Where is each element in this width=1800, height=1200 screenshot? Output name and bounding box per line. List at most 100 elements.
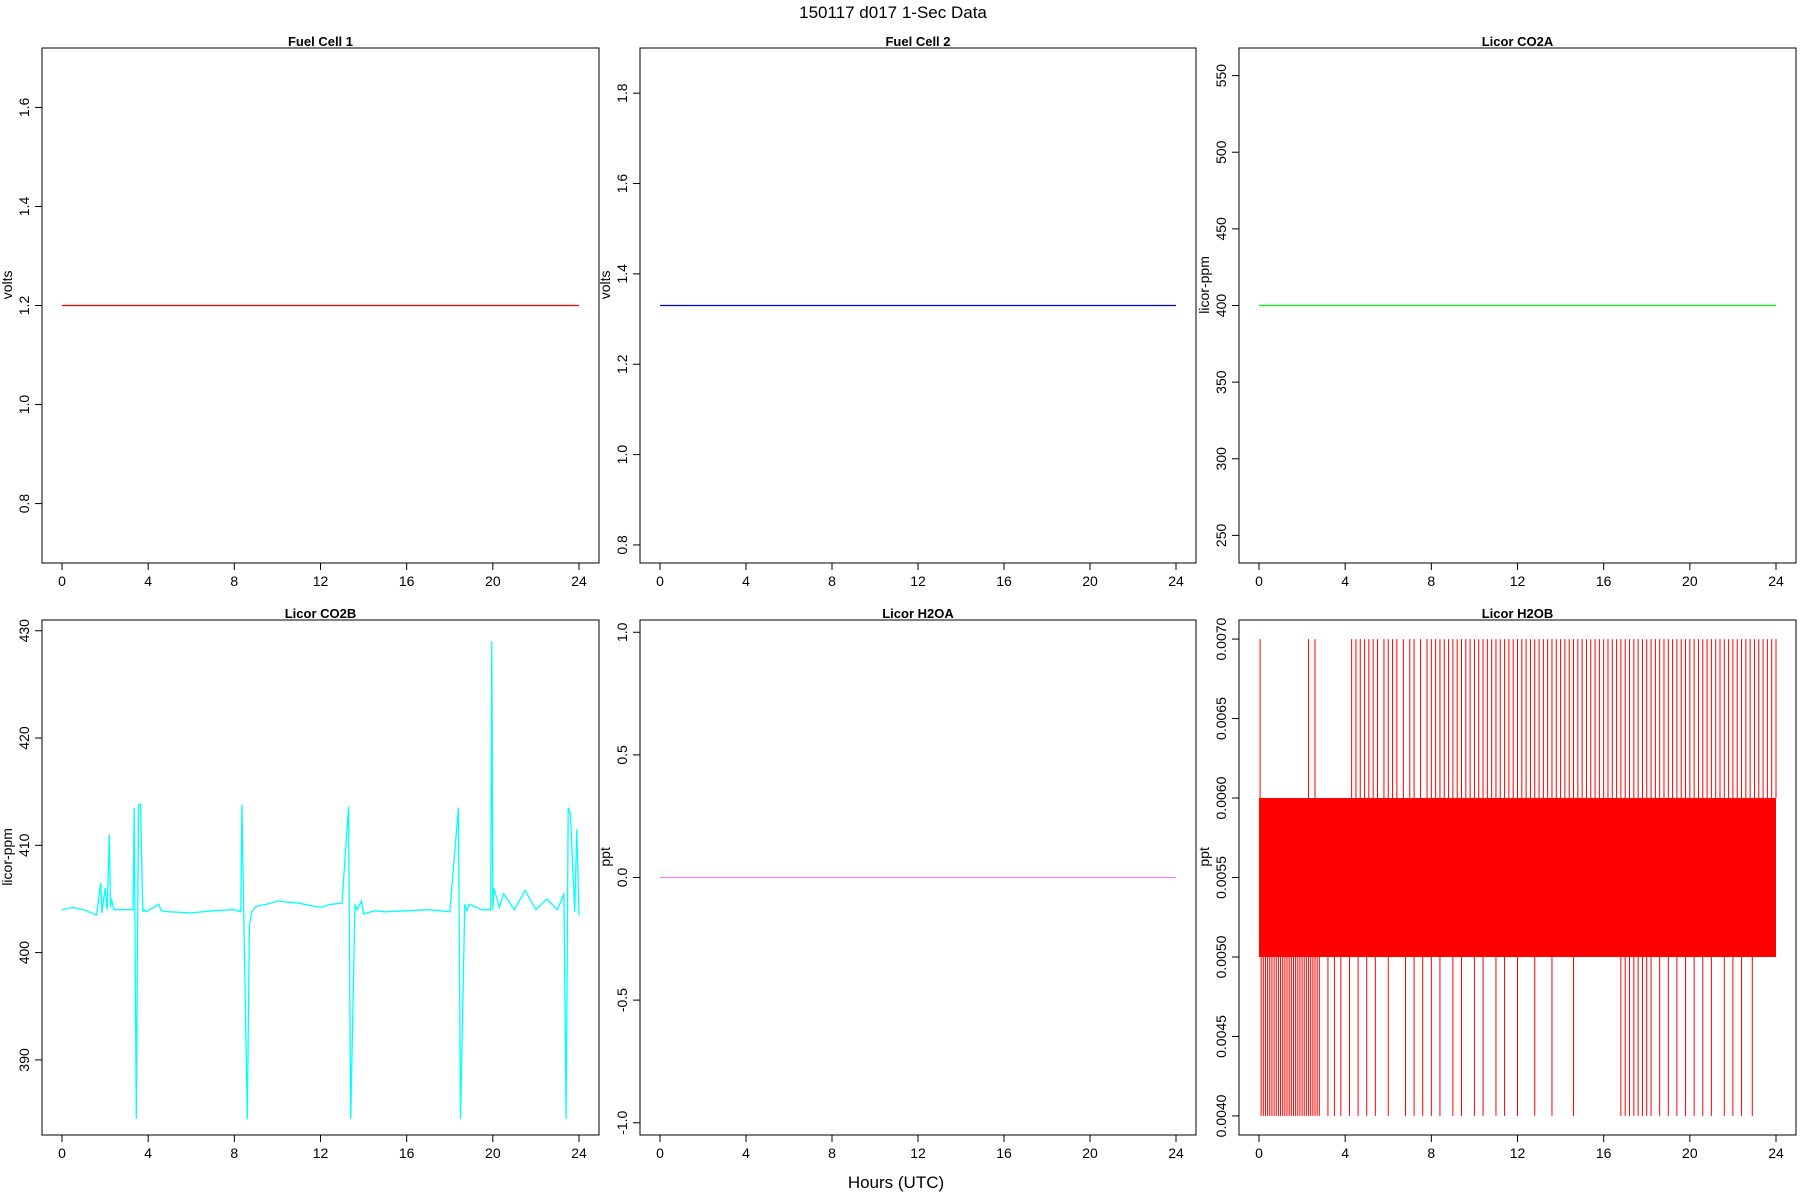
y-tick-label: 1.0 — [16, 395, 32, 415]
panels: Fuel Cell 1 0 4 8 12 16 20 24 0.8 1.0 1.2 1.4 1.6 vol… — [0, 34, 1797, 1161]
x-tick-label: 0 — [58, 1145, 66, 1161]
x-tick-label: 24 — [1168, 573, 1184, 589]
x-tick-label: 0 — [656, 1145, 664, 1161]
x-tick-label: 8 — [1427, 573, 1435, 589]
y-tick-label: 0.0065 — [1213, 697, 1229, 740]
x-tick-label: 8 — [230, 1145, 238, 1161]
panel-3: Licor CO2A 0 4 8 12 16 20 24 250 300 350 400 450 500 5… — [1196, 34, 1797, 589]
y-tick-label: 0.5 — [614, 745, 630, 765]
x-tick-label: 16 — [1596, 1145, 1612, 1161]
x-tick-label: 8 — [1427, 1145, 1435, 1161]
y-tick-label: -1.0 — [614, 1110, 630, 1134]
x-tick-label: 8 — [230, 573, 238, 589]
x-tick-label: 12 — [1510, 573, 1526, 589]
x-tick-label: 4 — [742, 573, 750, 589]
x-tick-label: 24 — [1768, 1145, 1784, 1161]
y-tick-label: 430 — [16, 619, 32, 643]
x-tick-label: 4 — [144, 573, 152, 589]
x-tick-label: 4 — [144, 1145, 152, 1161]
x-tick-label: 0 — [1255, 573, 1263, 589]
y-tick-label: 350 — [1213, 370, 1229, 394]
panel-title: Fuel Cell 1 — [288, 34, 353, 49]
y-tick-label: 0.8 — [614, 535, 630, 555]
x-tick-label: 16 — [996, 1145, 1012, 1161]
y-axis-label: ppt — [597, 847, 613, 867]
y-tick-label: 1.4 — [614, 264, 630, 284]
panel-title: Licor CO2B — [285, 606, 357, 621]
y-tick-label: 1.6 — [16, 97, 32, 117]
y-tick-label: 0.0 — [614, 868, 630, 888]
y-tick-label: 410 — [16, 833, 32, 857]
x-tick-label: 20 — [485, 1145, 501, 1161]
y-tick-label: 250 — [1213, 524, 1229, 548]
y-tick-label: 1.2 — [614, 354, 630, 374]
y-tick-label: 0.0040 — [1213, 1094, 1229, 1137]
x-tick-label: 0 — [656, 573, 664, 589]
y-tick-label: 1.4 — [16, 197, 32, 217]
figure-title: 150117 d017 1-Sec Data — [799, 3, 987, 22]
y-axis-label: volts — [0, 271, 15, 300]
y-tick-label: 500 — [1213, 140, 1229, 164]
x-tick-label: 20 — [1682, 573, 1698, 589]
x-tick-label: 4 — [742, 1145, 750, 1161]
y-tick-label: -0.5 — [614, 988, 630, 1012]
series-line — [61, 641, 580, 1119]
x-tick-label: 16 — [399, 1145, 415, 1161]
panel-2: Fuel Cell 2 0 4 8 12 16 20 24 0.8 1.0 1.2 1.4 1.6 1.8… — [597, 34, 1197, 589]
x-tick-label: 20 — [1682, 1145, 1698, 1161]
figure-xlabel: Hours (UTC) — [848, 1173, 944, 1192]
x-tick-label: 4 — [1341, 573, 1349, 589]
y-tick-label: 550 — [1213, 64, 1229, 88]
x-tick-label: 24 — [1768, 573, 1784, 589]
y-tick-label: 400 — [16, 941, 32, 965]
y-tick-label: 1.0 — [614, 622, 630, 642]
data-band — [1259, 798, 1776, 957]
panel-1: Fuel Cell 1 0 4 8 12 16 20 24 0.8 1.0 1.2 1.4 1.6 vol… — [0, 34, 600, 589]
y-tick-label: 300 — [1213, 447, 1229, 471]
x-tick-label: 20 — [1082, 1145, 1098, 1161]
y-axis-label: ppt — [1196, 847, 1212, 867]
y-tick-label: 0.8 — [16, 494, 32, 514]
y-axis-label: licor-ppm — [0, 828, 15, 886]
x-tick-label: 8 — [828, 1145, 836, 1161]
y-axis-label: licor-ppm — [1196, 256, 1212, 314]
y-tick-label: 0.0045 — [1213, 1015, 1229, 1058]
x-tick-label: 0 — [1255, 1145, 1263, 1161]
x-tick-label: 16 — [996, 573, 1012, 589]
x-tick-label: 16 — [399, 573, 415, 589]
panel-4: Licor CO2B 0 4 8 12 16 20 24 390 400 410 420 430 lico… — [0, 606, 600, 1161]
y-tick-label: 1.0 — [614, 445, 630, 465]
y-tick-label: 0.0070 — [1213, 617, 1229, 660]
y-tick-label: 0.0060 — [1213, 776, 1229, 819]
x-tick-label: 24 — [571, 1145, 587, 1161]
panel-title: Licor H2OB — [1482, 606, 1554, 621]
x-tick-label: 12 — [313, 573, 329, 589]
y-tick-label: 420 — [16, 726, 32, 750]
y-tick-label: 0.0055 — [1213, 856, 1229, 899]
panel-6: Licor H2OB 0 4 8 12 16 20 24 0.0040 0.0045 0.0050 0… — [1196, 606, 1797, 1161]
y-axis-label: volts — [597, 271, 613, 300]
y-tick-label: 450 — [1213, 217, 1229, 241]
x-tick-label: 4 — [1341, 1145, 1349, 1161]
x-tick-label: 16 — [1596, 573, 1612, 589]
y-tick-label: 1.8 — [614, 83, 630, 103]
y-tick-label: 390 — [16, 1048, 32, 1072]
x-tick-label: 12 — [910, 573, 926, 589]
panel-title: Licor H2OA — [882, 606, 954, 621]
x-tick-label: 24 — [571, 573, 587, 589]
x-tick-label: 12 — [910, 1145, 926, 1161]
plot-frame — [41, 619, 600, 1136]
y-tick-label: 1.2 — [16, 296, 32, 316]
y-tick-label: 0.0050 — [1213, 935, 1229, 978]
x-tick-label: 12 — [313, 1145, 329, 1161]
x-tick-label: 24 — [1168, 1145, 1184, 1161]
panel-title: Fuel Cell 2 — [885, 34, 950, 49]
x-tick-label: 20 — [485, 573, 501, 589]
x-tick-label: 0 — [58, 573, 66, 589]
panel-5: Licor H2OA 0 4 8 12 16 20 24 -1.0 -0.5 0.0 0.5 1.0 pp… — [597, 606, 1197, 1161]
y-tick-label: 400 — [1213, 294, 1229, 318]
x-tick-label: 20 — [1082, 573, 1098, 589]
x-tick-label: 12 — [1510, 1145, 1526, 1161]
x-tick-label: 8 — [828, 573, 836, 589]
